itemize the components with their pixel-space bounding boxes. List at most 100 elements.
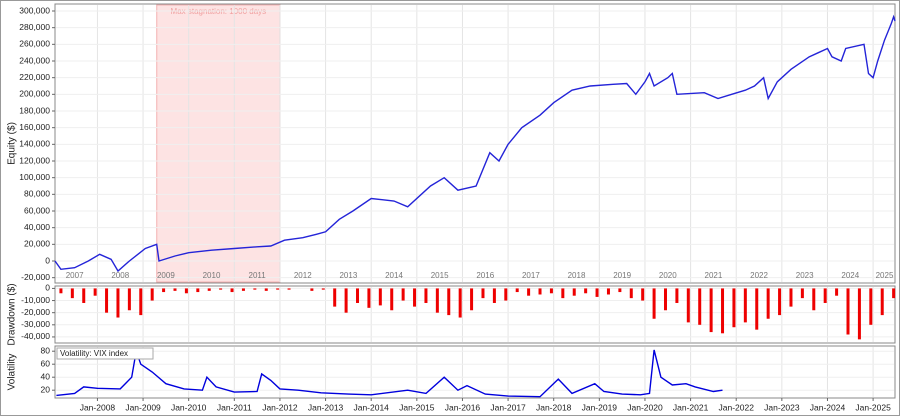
- drawdown-bar: [823, 288, 827, 303]
- drawdown-bar: [652, 288, 656, 319]
- plot-area: [54, 285, 896, 344]
- drawdown-bar: [766, 288, 770, 319]
- drawdown-bar: [321, 288, 325, 290]
- drawdown-bar: [721, 288, 725, 334]
- y-tick-label: 240,000: [19, 55, 50, 65]
- year-label: 2020: [659, 271, 677, 280]
- x-tick-label: Jan-2015: [399, 402, 435, 412]
- year-label: 2017: [522, 271, 540, 280]
- drawdown-bar: [150, 288, 154, 301]
- year-label: 2012: [294, 271, 312, 280]
- year-label: 2023: [796, 271, 814, 280]
- y-axis-title: Drawdown ($): [7, 283, 18, 345]
- drawdown-bar: [264, 288, 268, 291]
- drawdown-bar: [378, 288, 382, 306]
- year-label: 2013: [339, 271, 357, 280]
- drawdown-bar: [492, 288, 496, 303]
- y-tick-label: 140,000: [19, 139, 50, 149]
- legend-box: [56, 347, 154, 360]
- y-tick-label: 300,000: [19, 5, 50, 15]
- drawdown-bar: [812, 288, 816, 311]
- y-tick-label: 0: [45, 283, 50, 293]
- drawdown-bar: [367, 288, 371, 308]
- y-tick-label: 20: [41, 384, 51, 394]
- drawdown-bar: [253, 288, 257, 290]
- drawdown-bar: [755, 288, 759, 330]
- drawdown-bar: [606, 288, 610, 295]
- drawdown-bar: [778, 288, 782, 316]
- y-tick-label: 40,000: [24, 222, 50, 232]
- drawdown-bar: [59, 288, 63, 294]
- x-tick-label: Jan-2016: [445, 402, 481, 412]
- drawdown-bar: [173, 288, 177, 291]
- x-tick-label: Jan-2025: [855, 402, 891, 412]
- x-tick-label: Jan-2023: [764, 402, 800, 412]
- x-tick-label: Jan-2009: [125, 402, 161, 412]
- drawdown-bar: [207, 288, 211, 291]
- drawdown-bar: [447, 288, 451, 316]
- drawdown-bar: [413, 288, 417, 307]
- drawdown-bar: [481, 288, 485, 299]
- drawdown-bar: [458, 288, 462, 318]
- y-tick-label: -40,000: [21, 331, 50, 341]
- drawdown-bar: [93, 288, 97, 296]
- y-tick-label: 200,000: [19, 89, 50, 99]
- drawdown-bar: [527, 288, 531, 296]
- drawdown-bar: [743, 288, 747, 323]
- x-tick-label: Jan-2013: [308, 402, 344, 412]
- drawdown-bar: [127, 288, 131, 311]
- drawdown-bar: [584, 288, 588, 294]
- drawdown-bar: [287, 288, 291, 290]
- y-tick-label: 180,000: [19, 105, 50, 115]
- y-tick-label: -30,000: [21, 319, 50, 329]
- drawdown-bar: [641, 288, 645, 301]
- x-tick-label: Jan-2014: [353, 402, 389, 412]
- y-tick-label: 220,000: [19, 72, 50, 82]
- year-label: 2019: [613, 271, 631, 280]
- drawdown-bar: [892, 288, 896, 299]
- y-tick-label: -20,000: [21, 307, 50, 317]
- drawdown-bar: [196, 288, 200, 293]
- y-tick-label: 280,000: [19, 22, 50, 32]
- drawdown-bar: [709, 288, 713, 333]
- drawdown-bar: [835, 288, 839, 296]
- year-label: 2009: [157, 271, 175, 280]
- legend-label: Volatility: VIX index: [60, 349, 128, 358]
- x-tick-label: Jan-2017: [490, 402, 526, 412]
- drawdown-bar: [219, 288, 223, 290]
- y-tick-label: 120,000: [19, 155, 50, 165]
- year-label: 2008: [111, 271, 129, 280]
- drawdown-bar: [698, 288, 702, 325]
- stagnation-label: Max stagnation: 1000 days: [171, 7, 267, 16]
- year-label: 2010: [203, 271, 221, 280]
- drawdown-bar: [184, 288, 188, 294]
- drawdown-bar: [116, 288, 120, 318]
- x-tick-label: Jan-2024: [810, 402, 846, 412]
- drawdown-bar: [857, 288, 861, 340]
- y-tick-label: 260,000: [19, 39, 50, 49]
- drawdown-bar: [515, 288, 519, 293]
- drawdown-bar: [846, 288, 850, 335]
- drawdown-bar: [629, 288, 633, 299]
- year-label: 2024: [841, 271, 859, 280]
- year-label: 2016: [476, 271, 494, 280]
- y-tick-label: 0: [45, 255, 50, 265]
- year-label: 2015: [431, 271, 449, 280]
- y-tick-label: 40: [41, 371, 51, 381]
- x-tick-label: Jan-2019: [582, 402, 618, 412]
- year-label: 2011: [249, 271, 267, 280]
- x-tick-label: Jan-2011: [217, 402, 252, 412]
- year-label: 2025: [876, 271, 894, 280]
- drawdown-bar: [435, 288, 439, 313]
- drawdown-bar: [869, 288, 873, 325]
- drawdown-bar: [276, 288, 280, 290]
- series-line: [56, 348, 723, 398]
- drawdown-bar: [572, 288, 576, 296]
- drawdown-bar: [686, 288, 690, 323]
- drawdown-bar: [105, 288, 109, 313]
- y-tick-label: 100,000: [19, 172, 50, 182]
- x-tick-label: Jan-2022: [718, 402, 754, 412]
- drawdown-bar: [424, 288, 428, 303]
- x-tick-label: Jan-2012: [262, 402, 298, 412]
